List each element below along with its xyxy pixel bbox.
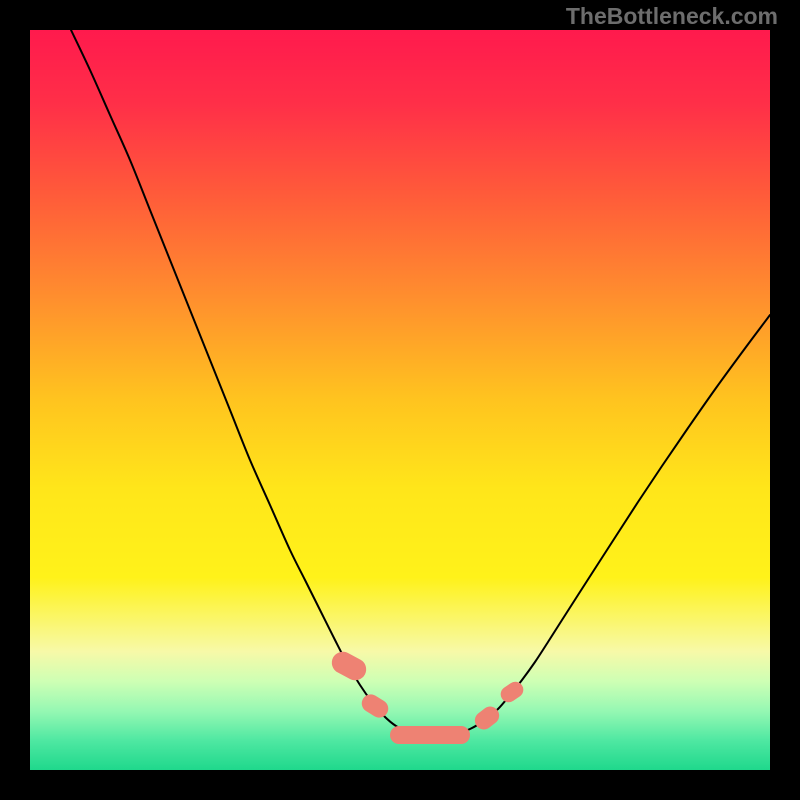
chart-background-gradient (30, 30, 770, 770)
watermark-text: TheBottleneck.com (566, 3, 778, 29)
curve-marker (390, 726, 470, 744)
chart-container: TheBottleneck.com (0, 0, 800, 800)
chart-svg: TheBottleneck.com (0, 0, 800, 800)
